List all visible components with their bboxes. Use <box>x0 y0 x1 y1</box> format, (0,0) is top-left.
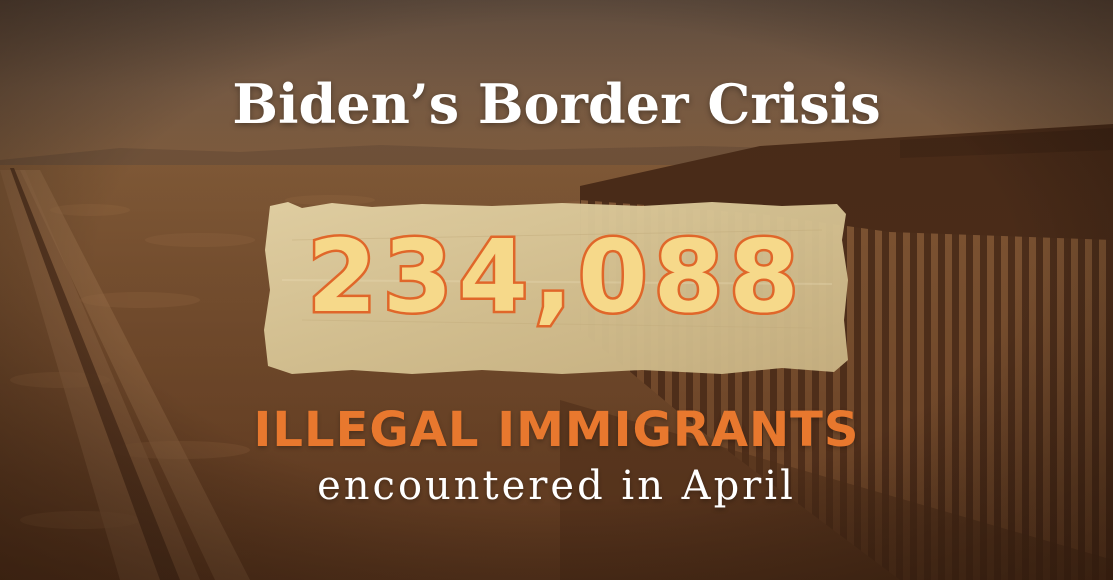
tape-strip <box>264 202 848 374</box>
headline-title: Biden’s Border Crisis <box>232 72 881 136</box>
stat-sublabel: encountered in April <box>317 463 796 509</box>
stat-label: ILLEGAL IMMIGRANTS <box>253 402 860 458</box>
stat-number: 234,088 <box>305 218 805 335</box>
